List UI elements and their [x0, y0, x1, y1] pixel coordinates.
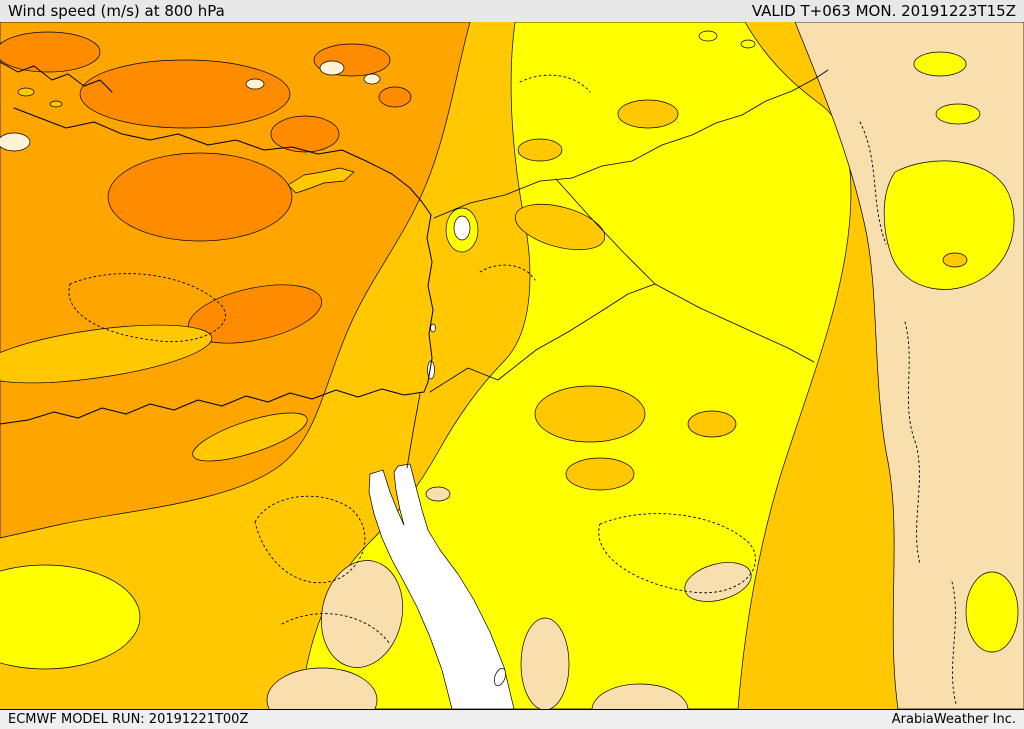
region-white-lebanon	[453, 215, 471, 241]
region-tan-patch-4	[591, 683, 689, 709]
valid-time-label: VALID T+063 MON. 20191223T15Z	[751, 2, 1016, 20]
border-syria-iraq	[555, 178, 656, 285]
pale-spot-4	[0, 132, 31, 152]
map-title: Wind speed (m/s) at 800 hPa	[8, 2, 225, 20]
region-yellow-ne-1	[913, 51, 967, 77]
region-tan-patch-2	[266, 667, 378, 709]
dotted-contour-1	[68, 273, 226, 342]
red-sea	[368, 463, 515, 709]
region-yellow-ne-3	[883, 160, 1015, 290]
border-iraq-saudi	[654, 283, 815, 363]
pale-spot-1	[319, 60, 345, 76]
region-gold-streak-1	[0, 324, 213, 384]
levant-coast	[423, 214, 434, 393]
dotted-contour-8	[479, 264, 536, 281]
border-egypt-israel	[406, 393, 421, 469]
border-jordan-saudi	[429, 283, 656, 393]
region-gold-ne-dot	[942, 252, 968, 268]
turkey-south-coast	[13, 107, 432, 216]
map-canvas	[0, 22, 1024, 709]
region-yellow-se	[965, 571, 1019, 653]
aegean-island-1	[17, 87, 35, 97]
map-footer: ECMWF MODEL RUN: 20191221T00Z ArabiaWeat…	[0, 709, 1024, 729]
turkey-west-coast	[0, 61, 113, 93]
region-gold-patch-4	[687, 410, 737, 438]
pale-spot-3	[245, 78, 265, 90]
region-deep-orange-5	[270, 115, 340, 153]
map-header: Wind speed (m/s) at 800 hPa VALID T+063 …	[0, 0, 1024, 22]
model-run-label: ECMWF MODEL RUN: 20191221T00Z	[8, 712, 249, 727]
wind-map-svg	[0, 22, 1024, 709]
lake-2	[740, 39, 756, 49]
dotted-contour-2	[254, 495, 366, 584]
region-tan-patch-6	[425, 486, 451, 502]
region-gold-patch-5	[617, 99, 679, 129]
region-tan-patch-1	[320, 560, 404, 668]
sea-of-galilee	[430, 323, 436, 333]
region-deep-orange-6	[0, 31, 101, 73]
cyprus-island	[287, 167, 355, 194]
brand-label: ArabiaWeather Inc.	[891, 712, 1016, 727]
region-orange-north	[0, 22, 471, 539]
lake-1	[698, 30, 718, 42]
region-gold-patch-1	[514, 203, 606, 251]
region-deep-orange-1	[79, 59, 291, 129]
region-gold-patch-3	[565, 457, 635, 491]
red-sea-island	[494, 668, 506, 686]
region-gold-patch-2	[534, 385, 646, 443]
border-turkey-south	[433, 69, 829, 219]
pale-spot-2	[363, 73, 381, 85]
dotted-contour-9	[519, 74, 591, 93]
region-deep-orange-7	[378, 86, 412, 108]
aegean-island-2	[49, 100, 63, 108]
region-gold-streak-2	[192, 412, 308, 462]
contour-layer	[0, 22, 1024, 709]
region-yellow-ne-2	[935, 103, 981, 125]
region-deep-orange-2	[107, 152, 293, 242]
region-yellow-sw	[0, 564, 141, 670]
coastlines	[0, 61, 434, 425]
dotted-contour-4	[598, 513, 756, 594]
dotted-contour-3	[281, 613, 391, 645]
dotted-contour-5	[904, 321, 921, 565]
dotted-contour-6	[951, 581, 957, 705]
region-tan-patch-3	[520, 617, 570, 709]
dotted-contour-7	[859, 121, 887, 245]
dotted-contours	[68, 74, 957, 705]
region-gold-patch-6	[517, 138, 563, 162]
country-borders	[406, 69, 829, 469]
north-africa-coast	[0, 388, 425, 425]
region-yellow-main	[299, 22, 852, 709]
